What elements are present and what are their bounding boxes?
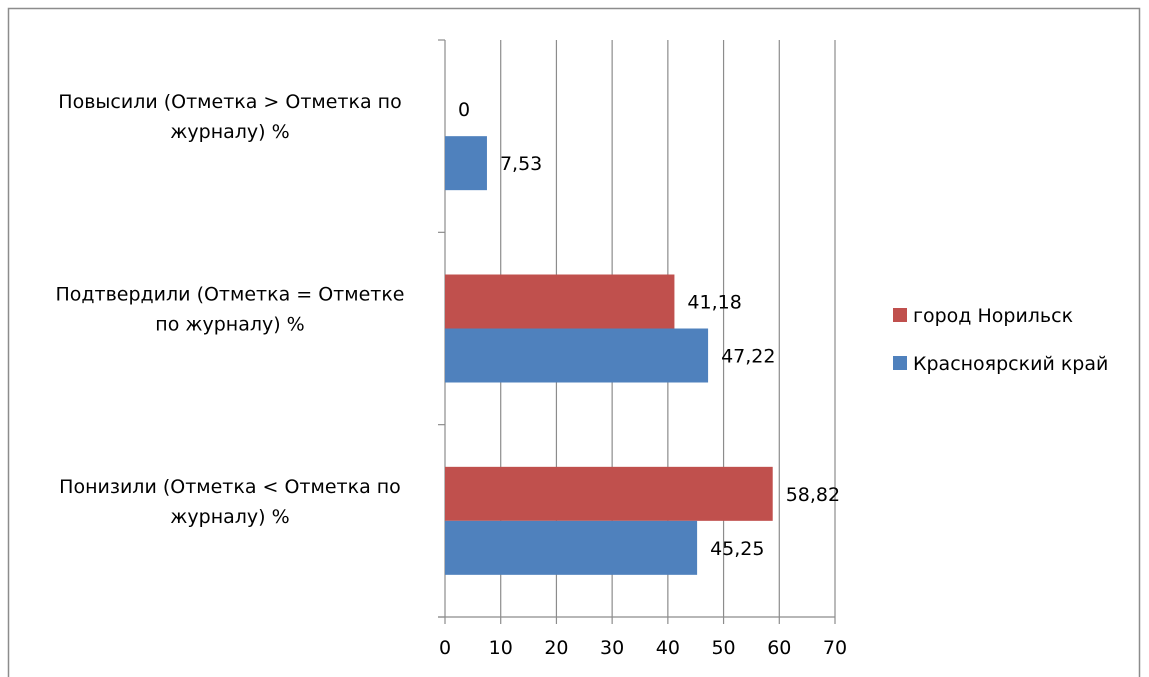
data-label: 41,18 [687,292,741,314]
data-label: 58,82 [786,484,840,506]
data-labels: 0 7,53 41,18 47,22 58,82 45,25 [458,99,840,560]
x-tick-label: 60 [767,637,791,659]
bar-norilsk [445,466,773,521]
x-tick-label: 0 [439,637,451,659]
bar-krasnoyarsk [445,328,709,383]
x-tick-label: 10 [489,637,513,659]
legend-label: город Норильск [913,305,1073,327]
category-label: журналу) % [170,121,289,143]
x-tick-label: 30 [600,637,624,659]
data-label: 47,22 [721,346,775,368]
category-label: журналу) % [170,506,289,528]
legend-swatch [893,356,907,370]
x-tick-label: 70 [823,637,847,659]
x-tick-labels: 0 10 20 30 40 50 60 70 [439,637,847,659]
bar-krasnoyarsk [445,136,487,191]
category-label: по журналу) % [155,314,304,336]
bar-norilsk [445,274,675,329]
category-label: Подтвердили (Отметка = Отметке [55,284,404,306]
data-label: 7,53 [500,153,542,175]
data-label: 45,25 [710,538,764,560]
category-label: Повысили (Отметка > Отметка по [58,91,401,113]
bar-krasnoyarsk [445,520,698,575]
x-tick-label: 40 [656,637,680,659]
x-tick-label: 20 [544,637,568,659]
legend-label: Красноярский край [913,353,1108,375]
category-label: Понизили (Отметка < Отметка по [59,476,401,498]
bars [445,136,773,575]
data-label: 0 [458,99,470,121]
category-labels: Повысили (Отметка > Отметка по журналу) %… [55,91,404,528]
legend: город Норильск Красноярский край [893,305,1108,375]
legend-swatch [893,308,907,322]
x-tick-label: 50 [711,637,735,659]
